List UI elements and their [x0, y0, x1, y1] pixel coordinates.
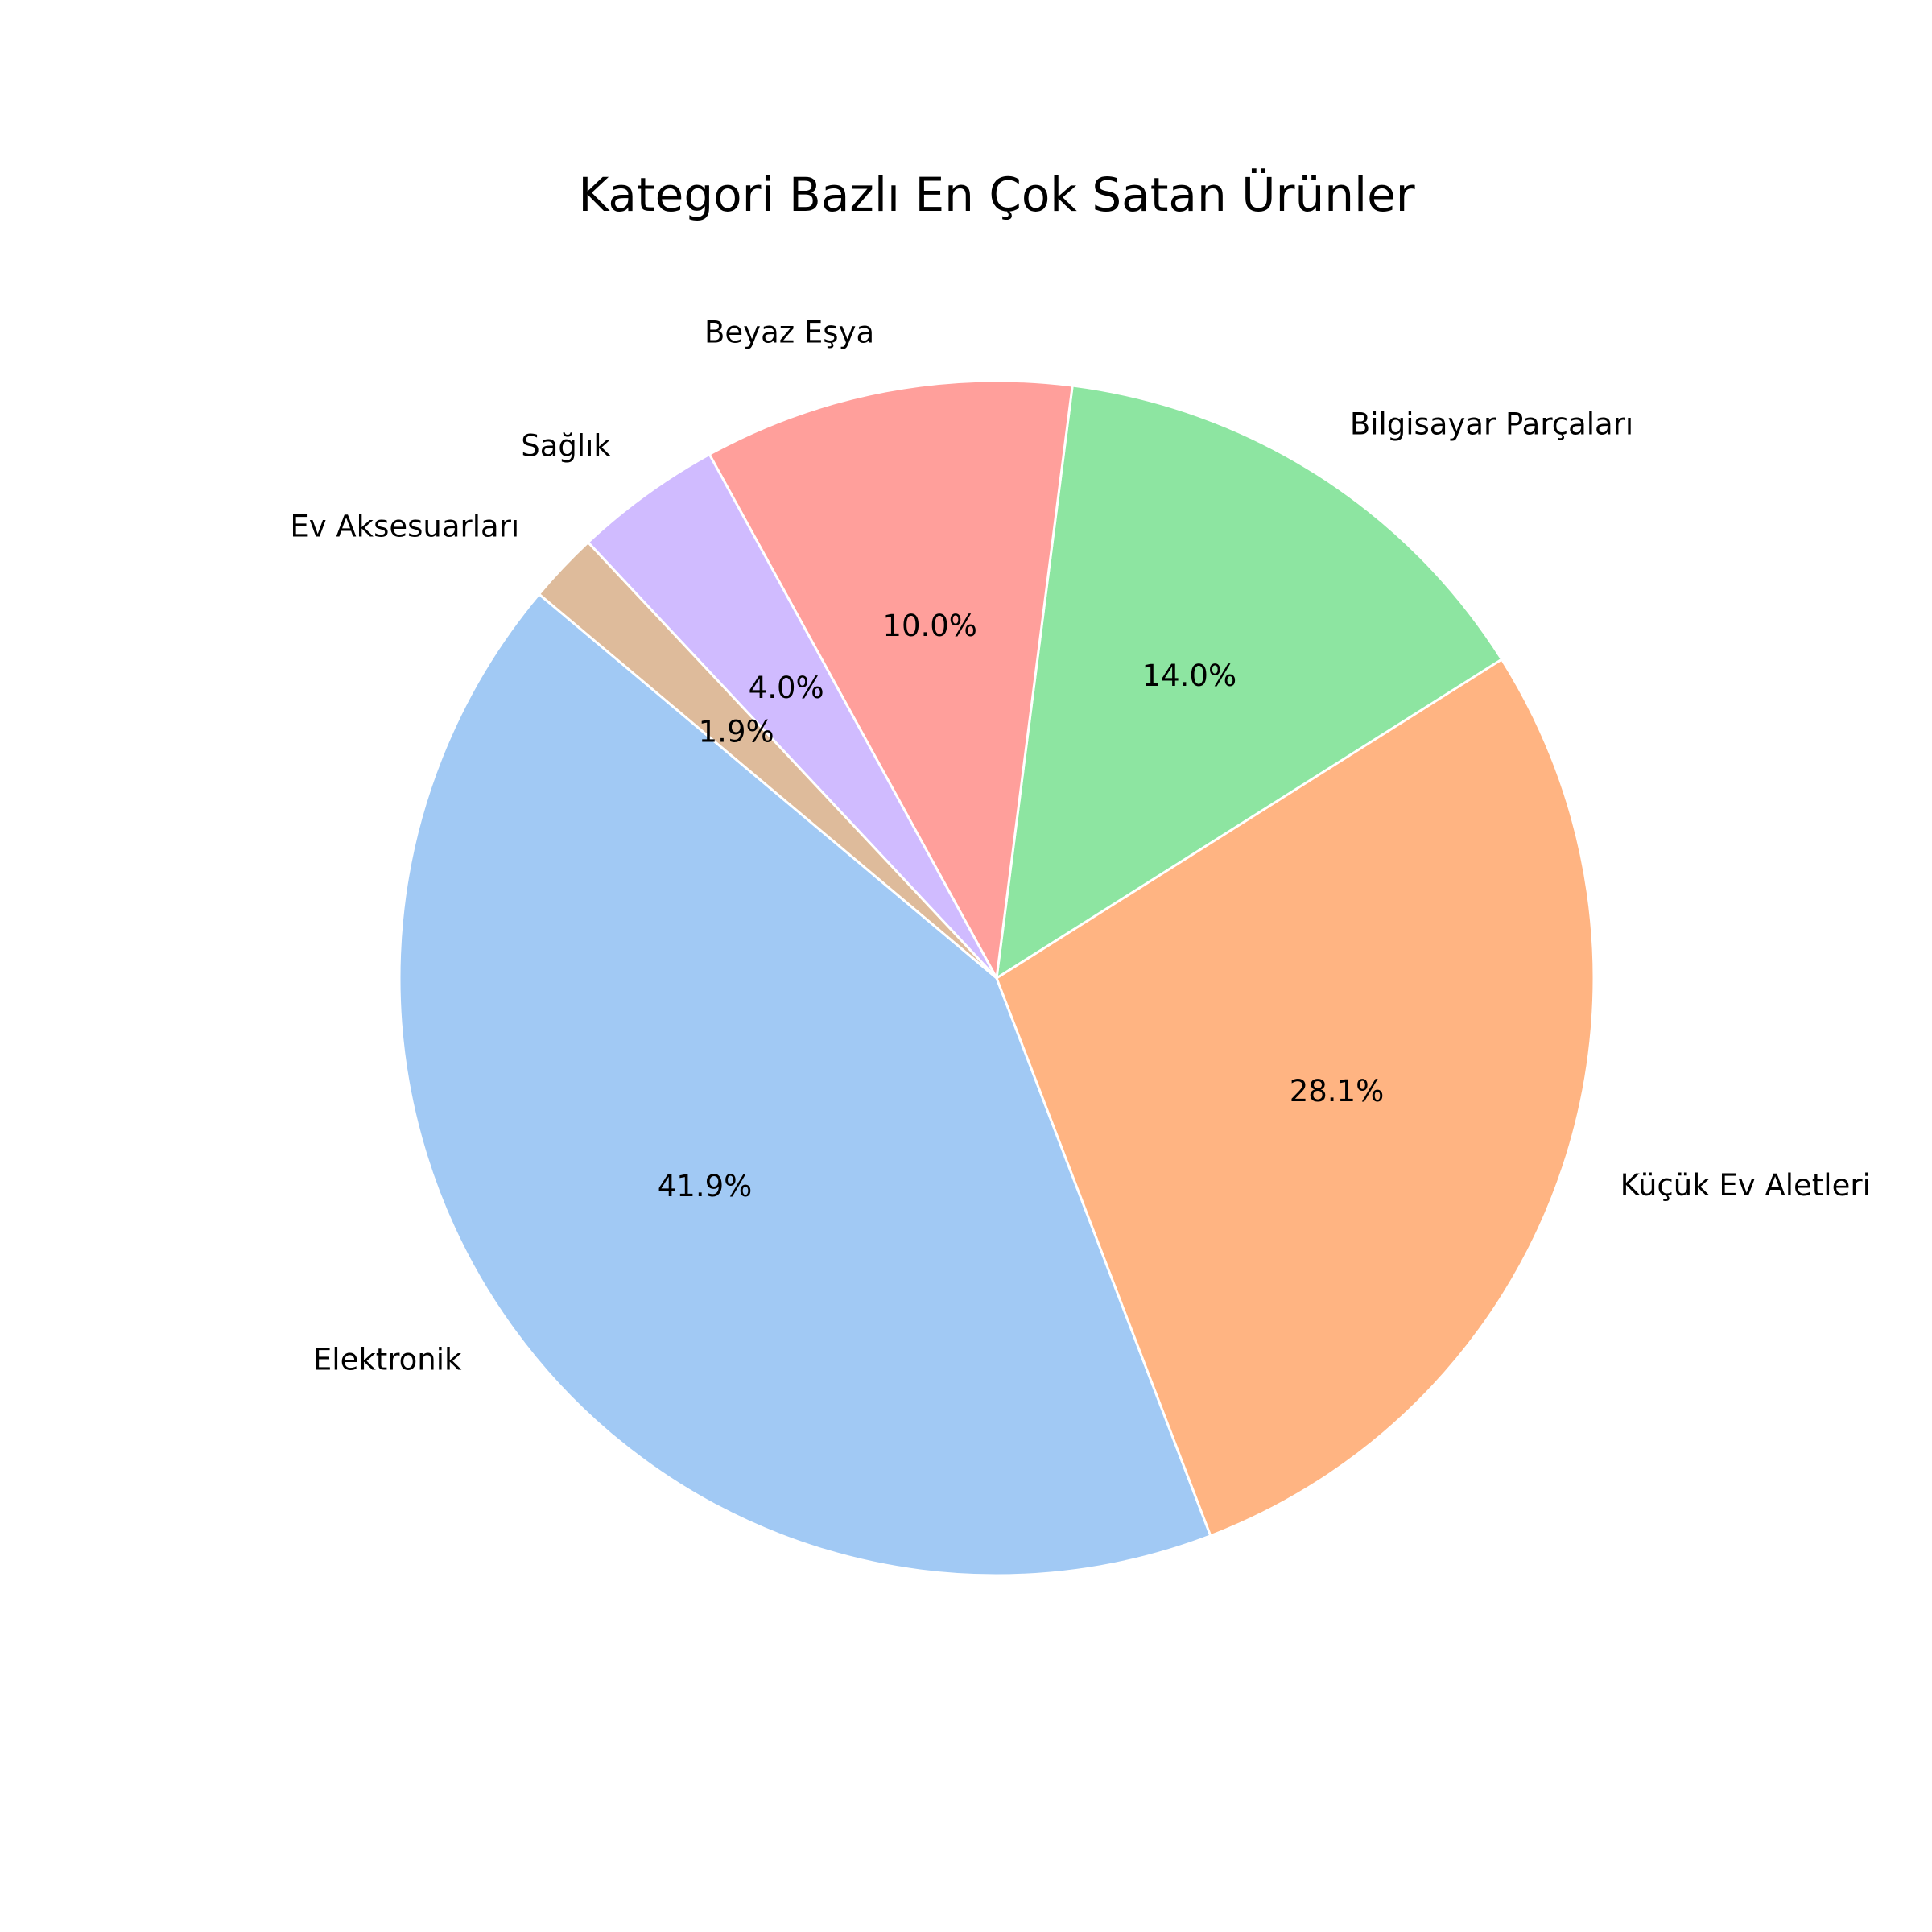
pie-slice-kucuk-ev-aletleri	[995, 658, 1596, 1538]
pie-slice-saglik	[587, 452, 998, 980]
slice-label-ev-aksesuarlari: Ev Aksesuarları	[290, 509, 519, 543]
pie-slice-elektronik	[398, 592, 1212, 1577]
slices-layer	[398, 379, 1596, 1577]
slice-label-elektronik: Elektronik	[313, 1342, 462, 1377]
slice-label-saglik: Sağlık	[521, 429, 611, 464]
pie-slice-ev-aksesuarlari	[538, 541, 998, 980]
pct-label-ev-aksesuarlari: 1.9%	[699, 714, 774, 749]
chart-title: Kategori Bazlı En Çok Satan Ürünler	[578, 167, 1414, 222]
pct-label-saglik: 4.0%	[749, 671, 824, 705]
labels-layer: Elektronik 41.9% Küçük Ev Aletleri 28.1% Bil…	[290, 316, 1871, 1377]
pct-label-bilgisayar-parcalari: 14.0%	[1142, 658, 1237, 693]
slice-label-kucuk-ev-aletleri: Küçük Ev Aletleri	[1620, 1168, 1871, 1203]
pct-label-beyaz-esya: 10.0%	[882, 609, 977, 643]
pie-slice-beyaz-esya	[708, 379, 1074, 980]
pct-label-kucuk-ev-aletleri: 28.1%	[1290, 1074, 1385, 1108]
slice-label-bilgisayar-parcalari: Bilgisayar Parçaları	[1350, 407, 1633, 441]
pie-slice-bilgisayar-parcalari	[995, 384, 1504, 980]
slice-label-beyaz-esya: Beyaz Eşya	[704, 316, 874, 350]
pct-label-elektronik: 41.9%	[658, 1169, 753, 1203]
